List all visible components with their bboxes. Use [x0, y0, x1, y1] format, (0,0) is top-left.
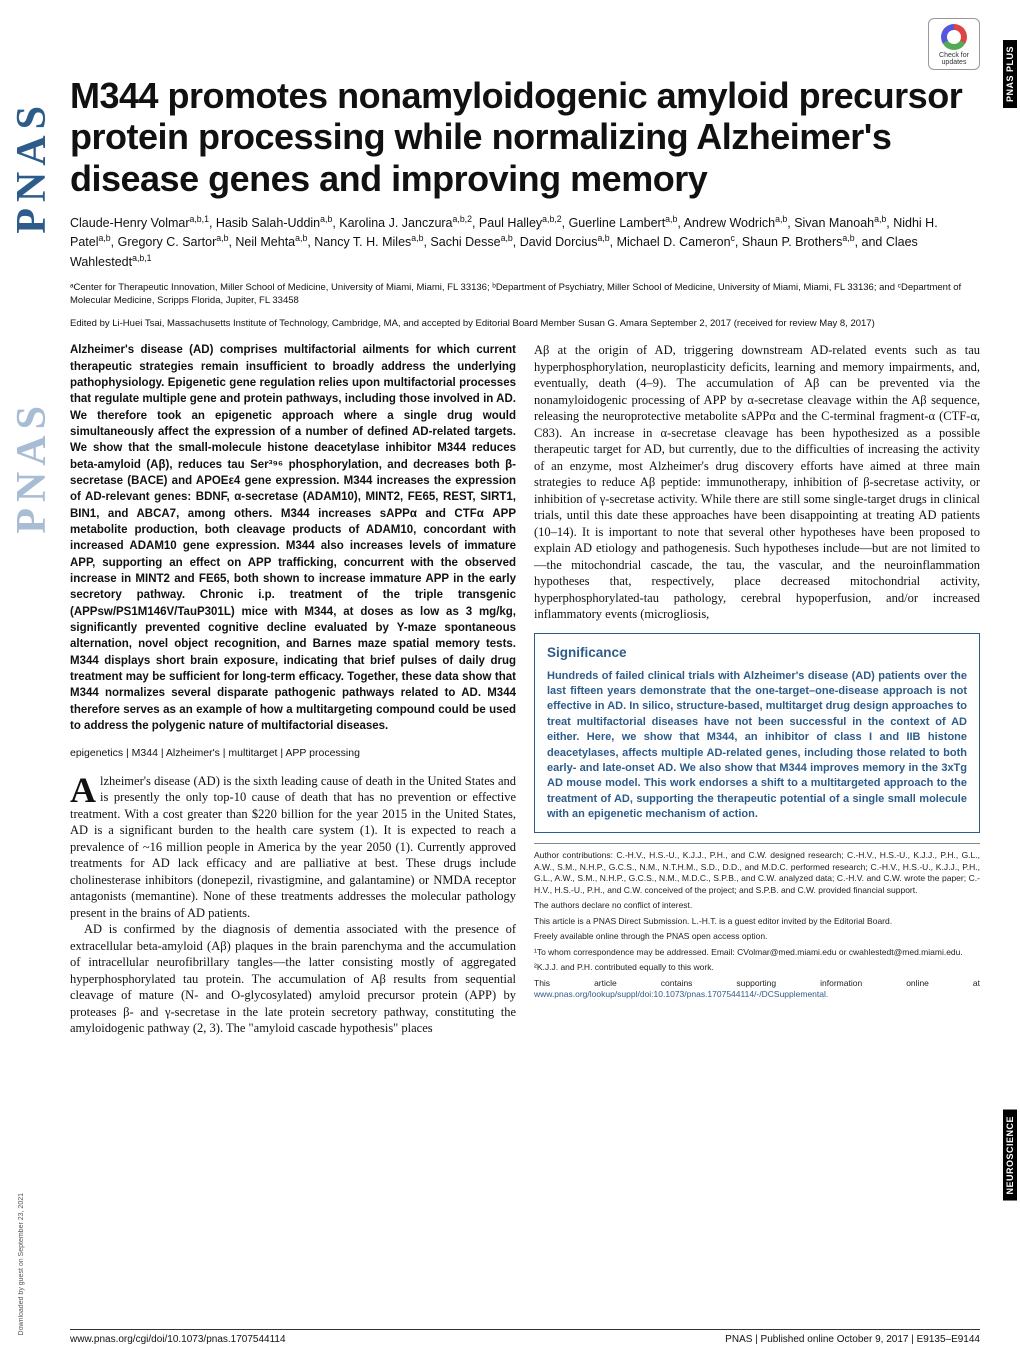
affiliations: ᵃCenter for Therapeutic Innovation, Mill…: [70, 281, 980, 308]
author-list: Claude-Henry Volmara,b,1, Hasib Salah-Ud…: [70, 213, 980, 271]
pnas-side-logo: PNAS PNAS: [0, 0, 50, 1365]
intro-paragraph-1: lzheimer's disease (AD) is the sixth lea…: [70, 774, 516, 920]
divider: [534, 843, 980, 844]
supplemental-link[interactable]: www.pnas.org/lookup/suppl/doi:10.1073/pn…: [534, 989, 828, 999]
check-updates-label: Check for updates: [939, 52, 969, 66]
footer-doi: www.pnas.org/cgi/doi/10.1073/pnas.170754…: [70, 1334, 286, 1345]
abstract-text: Alzheimer's disease (AD) comprises multi…: [70, 342, 516, 734]
significance-box: Significance Hundreds of failed clinical…: [534, 633, 980, 834]
equal-contribution: ²K.J.J. and P.H. contributed equally to …: [534, 962, 980, 973]
keywords-line: epigenetics | M344 | Alzheimer's | multi…: [70, 746, 516, 760]
open-access-note: Freely available online through the PNAS…: [534, 931, 980, 942]
col2-body: Aβ at the origin of AD, triggering downs…: [534, 342, 980, 623]
page-footer: www.pnas.org/cgi/doi/10.1073/pnas.170754…: [70, 1329, 980, 1345]
intro-body: Alzheimer's disease (AD) is the sixth le…: [70, 773, 516, 1037]
conflict-statement: The authors declare no conflict of inter…: [534, 900, 980, 911]
contributions-block: Author contributions: C.-H.V., H.S.-U., …: [534, 843, 980, 1000]
significance-title: Significance: [547, 644, 967, 663]
col2-paragraph-1: Aβ at the origin of AD, triggering downs…: [534, 342, 980, 623]
check-updates-badge[interactable]: Check for updates: [928, 18, 980, 70]
pnas-logo-text-1: PNAS: [8, 100, 56, 234]
edited-by-line: Edited by Li-Huei Tsai, Massachusetts In…: [70, 318, 980, 331]
left-column: Alzheimer's disease (AD) comprises multi…: [70, 342, 516, 1036]
intro-paragraph-2: AD is confirmed by the diagnosis of deme…: [70, 921, 516, 1037]
right-column: Aβ at the origin of AD, triggering downs…: [534, 342, 980, 1036]
submission-type: This article is a PNAS Direct Submission…: [534, 916, 980, 927]
author-contributions: Author contributions: C.-H.V., H.S.-U., …: [534, 850, 980, 896]
tag-pnas-plus: PNAS PLUS: [1003, 40, 1017, 108]
download-note: Downloaded by guest on September 23, 202…: [18, 1193, 25, 1335]
dropcap-a: A: [70, 773, 100, 806]
correspondence: ¹To whom correspondence may be addressed…: [534, 947, 980, 958]
crossmark-ring-icon: [941, 24, 967, 50]
right-category-strip: PNAS PLUS NEUROSCIENCE: [995, 0, 1020, 1365]
article-title: M344 promotes nonamyloidogenic amyloid p…: [70, 75, 980, 199]
supplemental-info: This article contains supporting informa…: [534, 978, 980, 1001]
footer-citation: PNAS | Published online October 9, 2017 …: [725, 1334, 980, 1345]
significance-body: Hundreds of failed clinical trials with …: [547, 669, 967, 823]
tag-neuroscience: NEUROSCIENCE: [1003, 1110, 1017, 1201]
pnas-logo-text-2: PNAS: [8, 400, 56, 534]
